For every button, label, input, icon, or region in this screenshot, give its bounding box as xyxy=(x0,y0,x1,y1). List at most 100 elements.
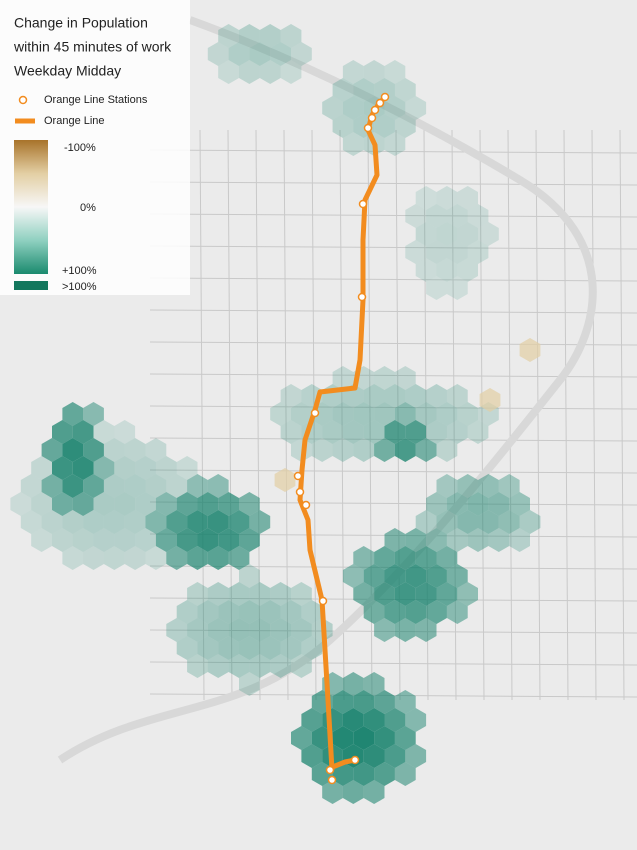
station xyxy=(327,775,337,785)
hex xyxy=(519,510,541,534)
hex xyxy=(384,96,406,120)
road xyxy=(451,129,457,701)
hex xyxy=(135,528,156,552)
hex xyxy=(10,492,32,516)
hex xyxy=(374,546,395,570)
legend-scale-label: >100% xyxy=(62,281,97,293)
hex xyxy=(488,528,510,552)
hex xyxy=(415,510,437,534)
hex xyxy=(457,510,478,534)
hex xyxy=(322,96,343,120)
hex xyxy=(187,546,208,570)
hex xyxy=(93,420,115,444)
river xyxy=(57,16,597,764)
hex xyxy=(374,618,395,642)
hex xyxy=(374,366,395,390)
road xyxy=(479,129,485,701)
hex xyxy=(207,654,229,678)
station xyxy=(350,755,360,765)
hex xyxy=(322,420,343,444)
hex xyxy=(394,438,416,462)
hex xyxy=(280,600,302,624)
hex xyxy=(342,132,364,156)
hex xyxy=(394,78,416,102)
road xyxy=(149,373,637,378)
hex xyxy=(332,762,354,786)
hex xyxy=(270,582,291,606)
hex xyxy=(478,474,499,498)
road xyxy=(149,469,637,474)
hex xyxy=(415,402,437,426)
hex xyxy=(394,762,416,786)
hex xyxy=(83,438,104,462)
hex xyxy=(291,42,312,66)
hex xyxy=(446,528,468,552)
road xyxy=(255,129,261,701)
hex xyxy=(394,402,416,426)
hex xyxy=(446,420,468,444)
hex xyxy=(145,510,167,534)
hex xyxy=(415,438,437,462)
hex xyxy=(145,546,167,570)
hex xyxy=(270,42,291,66)
hex xyxy=(509,492,530,516)
station xyxy=(293,471,303,481)
hex xyxy=(31,528,52,552)
hex xyxy=(135,456,156,480)
hex xyxy=(332,402,354,426)
station xyxy=(295,487,305,497)
hex xyxy=(197,492,219,516)
legend-station-symbol xyxy=(18,95,28,105)
hex xyxy=(415,618,437,642)
hex xyxy=(31,492,52,516)
road xyxy=(149,309,637,314)
hex xyxy=(270,654,291,678)
hex xyxy=(519,338,541,362)
hex xyxy=(405,204,427,228)
hex xyxy=(197,600,219,624)
hex xyxy=(239,528,260,552)
hex xyxy=(207,510,229,534)
hex xyxy=(332,114,354,138)
hex xyxy=(259,636,281,660)
hex xyxy=(509,528,530,552)
hex xyxy=(426,600,447,624)
hex xyxy=(93,492,115,516)
hex xyxy=(353,690,375,714)
hex xyxy=(103,474,125,498)
hex xyxy=(274,468,296,492)
hex xyxy=(363,420,385,444)
hex xyxy=(301,744,323,768)
hex xyxy=(207,546,229,570)
hex xyxy=(145,474,167,498)
hex xyxy=(353,582,375,606)
hex xyxy=(187,474,208,498)
hex xyxy=(114,420,136,444)
hex xyxy=(218,60,239,84)
hex xyxy=(467,420,489,444)
station xyxy=(301,500,311,510)
hex xyxy=(488,492,510,516)
stations xyxy=(293,92,390,785)
hex xyxy=(41,474,63,498)
hex xyxy=(145,438,167,462)
hex xyxy=(103,438,125,462)
hex xyxy=(457,186,478,210)
hex xyxy=(239,24,260,48)
hex xyxy=(41,510,63,534)
hex xyxy=(353,438,375,462)
hex xyxy=(301,708,323,732)
hex xyxy=(363,564,385,588)
hex xyxy=(446,240,468,264)
hex xyxy=(72,492,94,516)
hex xyxy=(166,474,188,498)
hex xyxy=(176,528,198,552)
hex xyxy=(249,654,271,678)
hex xyxy=(394,546,416,570)
hex xyxy=(280,636,302,660)
hex xyxy=(426,240,447,264)
road xyxy=(149,181,637,186)
hex xyxy=(259,600,281,624)
hex xyxy=(187,618,208,642)
hex xyxy=(176,492,198,516)
